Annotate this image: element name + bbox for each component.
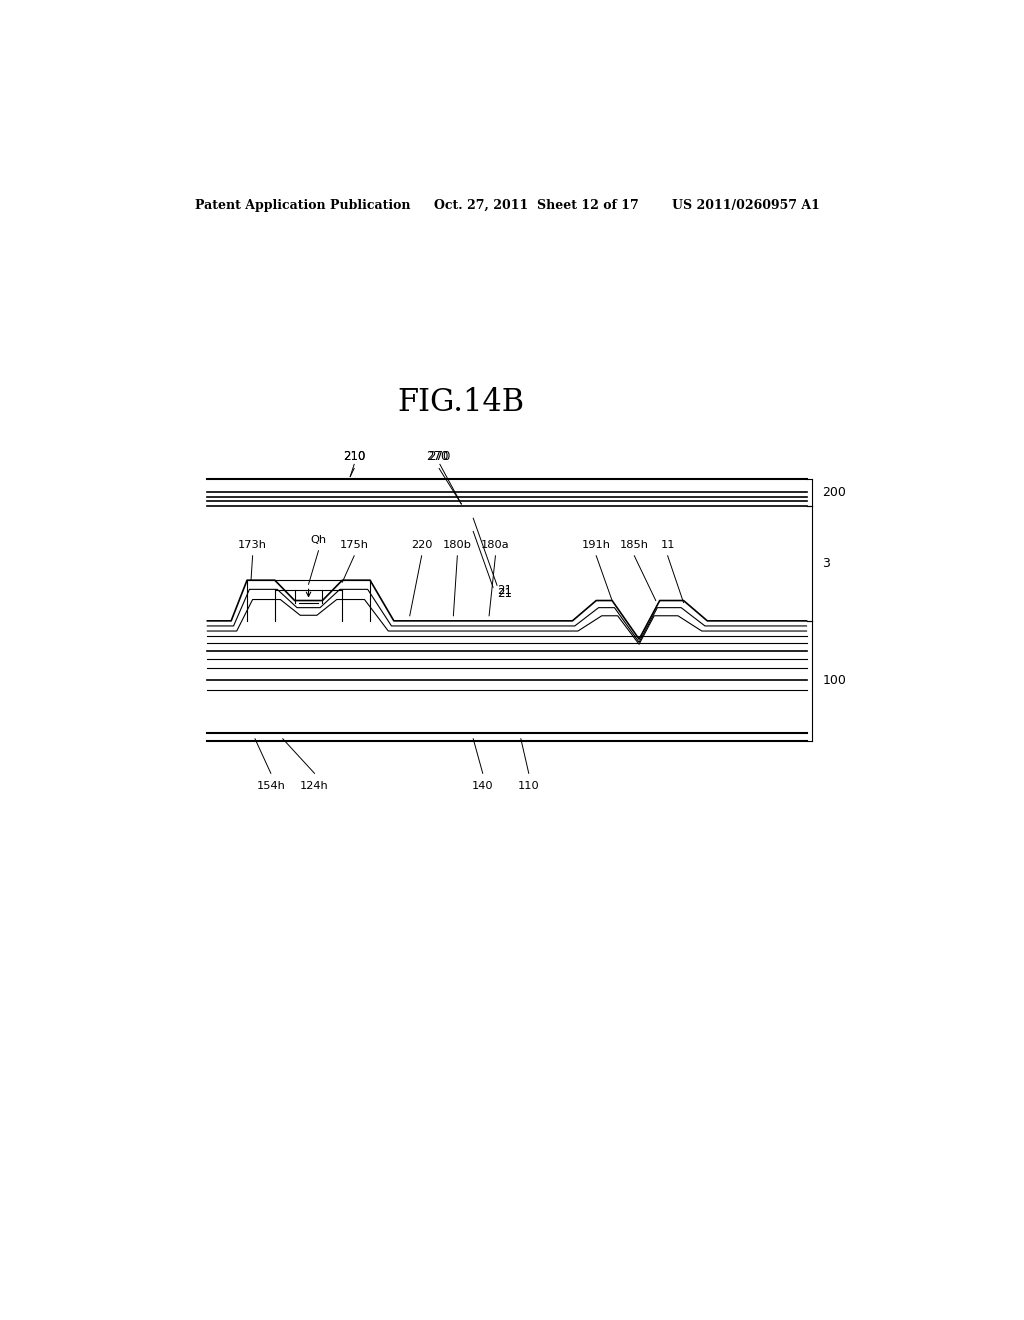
Text: 210: 210 [343, 450, 366, 463]
Text: 173h: 173h [239, 540, 267, 549]
Text: US 2011/0260957 A1: US 2011/0260957 A1 [672, 199, 819, 213]
Text: 154h: 154h [256, 781, 286, 792]
Text: 200: 200 [822, 486, 846, 499]
Text: 3: 3 [822, 557, 830, 570]
Text: 21: 21 [498, 583, 512, 597]
Text: 180b: 180b [442, 540, 472, 549]
Text: 175h: 175h [340, 540, 369, 549]
Text: 11: 11 [660, 540, 675, 549]
Text: 270: 270 [426, 450, 449, 463]
Text: 110: 110 [518, 781, 540, 792]
Text: 191h: 191h [582, 540, 610, 549]
Text: Qh: Qh [310, 535, 327, 545]
Text: 21: 21 [498, 587, 512, 599]
Text: 124h: 124h [300, 781, 329, 792]
Text: 270: 270 [428, 450, 451, 463]
Text: FIG.14B: FIG.14B [397, 387, 525, 418]
Text: 140: 140 [472, 781, 494, 792]
Text: 220: 220 [411, 540, 432, 549]
Text: 100: 100 [822, 675, 846, 688]
Text: 180a: 180a [481, 540, 510, 549]
Text: 185h: 185h [620, 540, 649, 549]
Text: Patent Application Publication: Patent Application Publication [196, 199, 411, 213]
Text: 210: 210 [343, 450, 366, 463]
Text: Oct. 27, 2011  Sheet 12 of 17: Oct. 27, 2011 Sheet 12 of 17 [433, 199, 638, 213]
